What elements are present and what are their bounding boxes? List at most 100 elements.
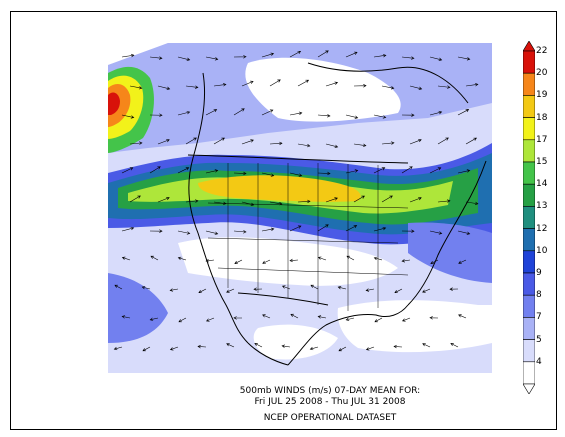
- wind-map: [108, 43, 492, 373]
- wind-arrow: [345, 169, 359, 174]
- wind-arrow: [365, 288, 375, 292]
- wind-arrow: [121, 167, 134, 174]
- wind-arrow: [269, 79, 281, 87]
- wind-arrow: [205, 109, 218, 116]
- wind-arrow: [213, 201, 227, 206]
- wind-arrow: [437, 85, 451, 89]
- wind-arrow: [310, 284, 319, 290]
- colorbar-swatch: [523, 250, 535, 274]
- wind-arrow: [289, 172, 303, 177]
- wind-arrow: [241, 139, 254, 145]
- wind-arrow: [234, 259, 243, 264]
- wind-arrow: [401, 166, 413, 174]
- hudson-bay: [307, 62, 469, 104]
- wind-arrow: [121, 53, 135, 58]
- wind-arrow: [142, 346, 151, 352]
- wind-arrow: [129, 195, 141, 203]
- wind-arrow: [373, 53, 387, 58]
- colorbar-swatch: [523, 95, 535, 118]
- wind-arrow: [429, 110, 443, 116]
- wind-arrow: [261, 109, 274, 116]
- wind-arrow: [149, 113, 163, 117]
- wind-arrow: [422, 288, 431, 293]
- colorbar-tick-label: 12: [536, 223, 548, 234]
- colorbar-tick-label: 9: [536, 268, 542, 278]
- colorbar-tick-label: 18: [536, 112, 548, 123]
- colorbar-tick-label: 19: [536, 90, 548, 101]
- wind-arrow: [233, 55, 247, 59]
- wind-vectors: [113, 50, 479, 352]
- colorbar-swatch: [523, 117, 535, 141]
- wind-arrow: [177, 230, 191, 235]
- wind-arrow: [149, 56, 163, 60]
- wind-arrow: [149, 229, 163, 233]
- wind-arrow: [465, 137, 477, 145]
- wind-arrow: [437, 199, 451, 203]
- wind-arrow: [345, 317, 355, 321]
- wind-arrow: [281, 344, 291, 348]
- wind-arrow: [458, 314, 467, 319]
- wind-arrow: [317, 50, 329, 58]
- colorbar-swatch: [523, 139, 535, 163]
- wind-arrow: [185, 199, 199, 203]
- colorbar-swatch: [523, 206, 535, 229]
- wind-arrow: [457, 230, 471, 235]
- colorbar-swatch: [523, 294, 535, 318]
- calm-zone-north: [245, 57, 401, 122]
- colorbar-tick-label: 15: [536, 157, 548, 167]
- wind-arrow: [429, 316, 439, 320]
- colorbar-swatch: [523, 339, 535, 363]
- wind-arrow: [149, 317, 159, 321]
- wind-arrow: [401, 259, 411, 263]
- wind-arrow: [157, 85, 171, 90]
- wind-arrow: [393, 344, 403, 349]
- wind-arrow: [289, 258, 299, 263]
- wind-arrow: [373, 226, 387, 232]
- wind-arrow: [205, 317, 215, 322]
- wind-arrow: [169, 288, 179, 292]
- wind-arrow: [289, 111, 303, 116]
- wind-arrow: [429, 56, 443, 61]
- colorbar-swatch: [523, 72, 535, 96]
- wind-arrow: [150, 255, 159, 261]
- wind-arrow: [281, 285, 291, 290]
- wind-arrow: [317, 224, 329, 232]
- wind-arrow: [409, 197, 422, 203]
- wind-arrow: [262, 314, 271, 319]
- calm-zone-mexico: [253, 324, 338, 360]
- wind-arrow: [253, 287, 263, 291]
- colorbar-swatch: [523, 183, 535, 207]
- wind-arrow: [338, 346, 347, 352]
- wind-arrow: [401, 317, 411, 322]
- wind-arrow: [457, 109, 470, 116]
- wind-arrow: [401, 229, 415, 233]
- wind-arrow: [409, 138, 422, 145]
- wind-arrow: [394, 288, 403, 294]
- wind-arrow: [157, 139, 170, 145]
- wind-band-8-west: [108, 273, 168, 343]
- wind-arrow: [430, 259, 439, 264]
- wind-arrow: [121, 256, 131, 261]
- wind-arrow: [465, 201, 479, 206]
- wind-arrow: [457, 56, 471, 61]
- wind-arrow: [261, 172, 275, 177]
- wind-arrow: [129, 141, 143, 145]
- wind-arrow: [254, 342, 263, 348]
- wind-arrow: [290, 313, 299, 319]
- wind-arrow: [345, 225, 358, 232]
- wind-band-nw-22: [108, 92, 120, 115]
- wind-arrow: [346, 255, 355, 261]
- colorbar-tick-label: 10: [536, 245, 548, 256]
- wind-arrow: [422, 343, 431, 348]
- colorbar-swatch: [523, 272, 535, 296]
- wind-arrow: [437, 137, 449, 145]
- state-borders: [207, 163, 409, 311]
- wind-arrow: [450, 343, 459, 348]
- wind-arrow: [129, 85, 143, 90]
- wind-arrow: [205, 259, 215, 263]
- wind-band-19: [198, 175, 361, 202]
- wind-arrow: [177, 56, 191, 61]
- wind-arrow: [157, 196, 170, 203]
- colorbar-tick-label: 4: [536, 356, 542, 367]
- wind-arrow: [213, 83, 227, 87]
